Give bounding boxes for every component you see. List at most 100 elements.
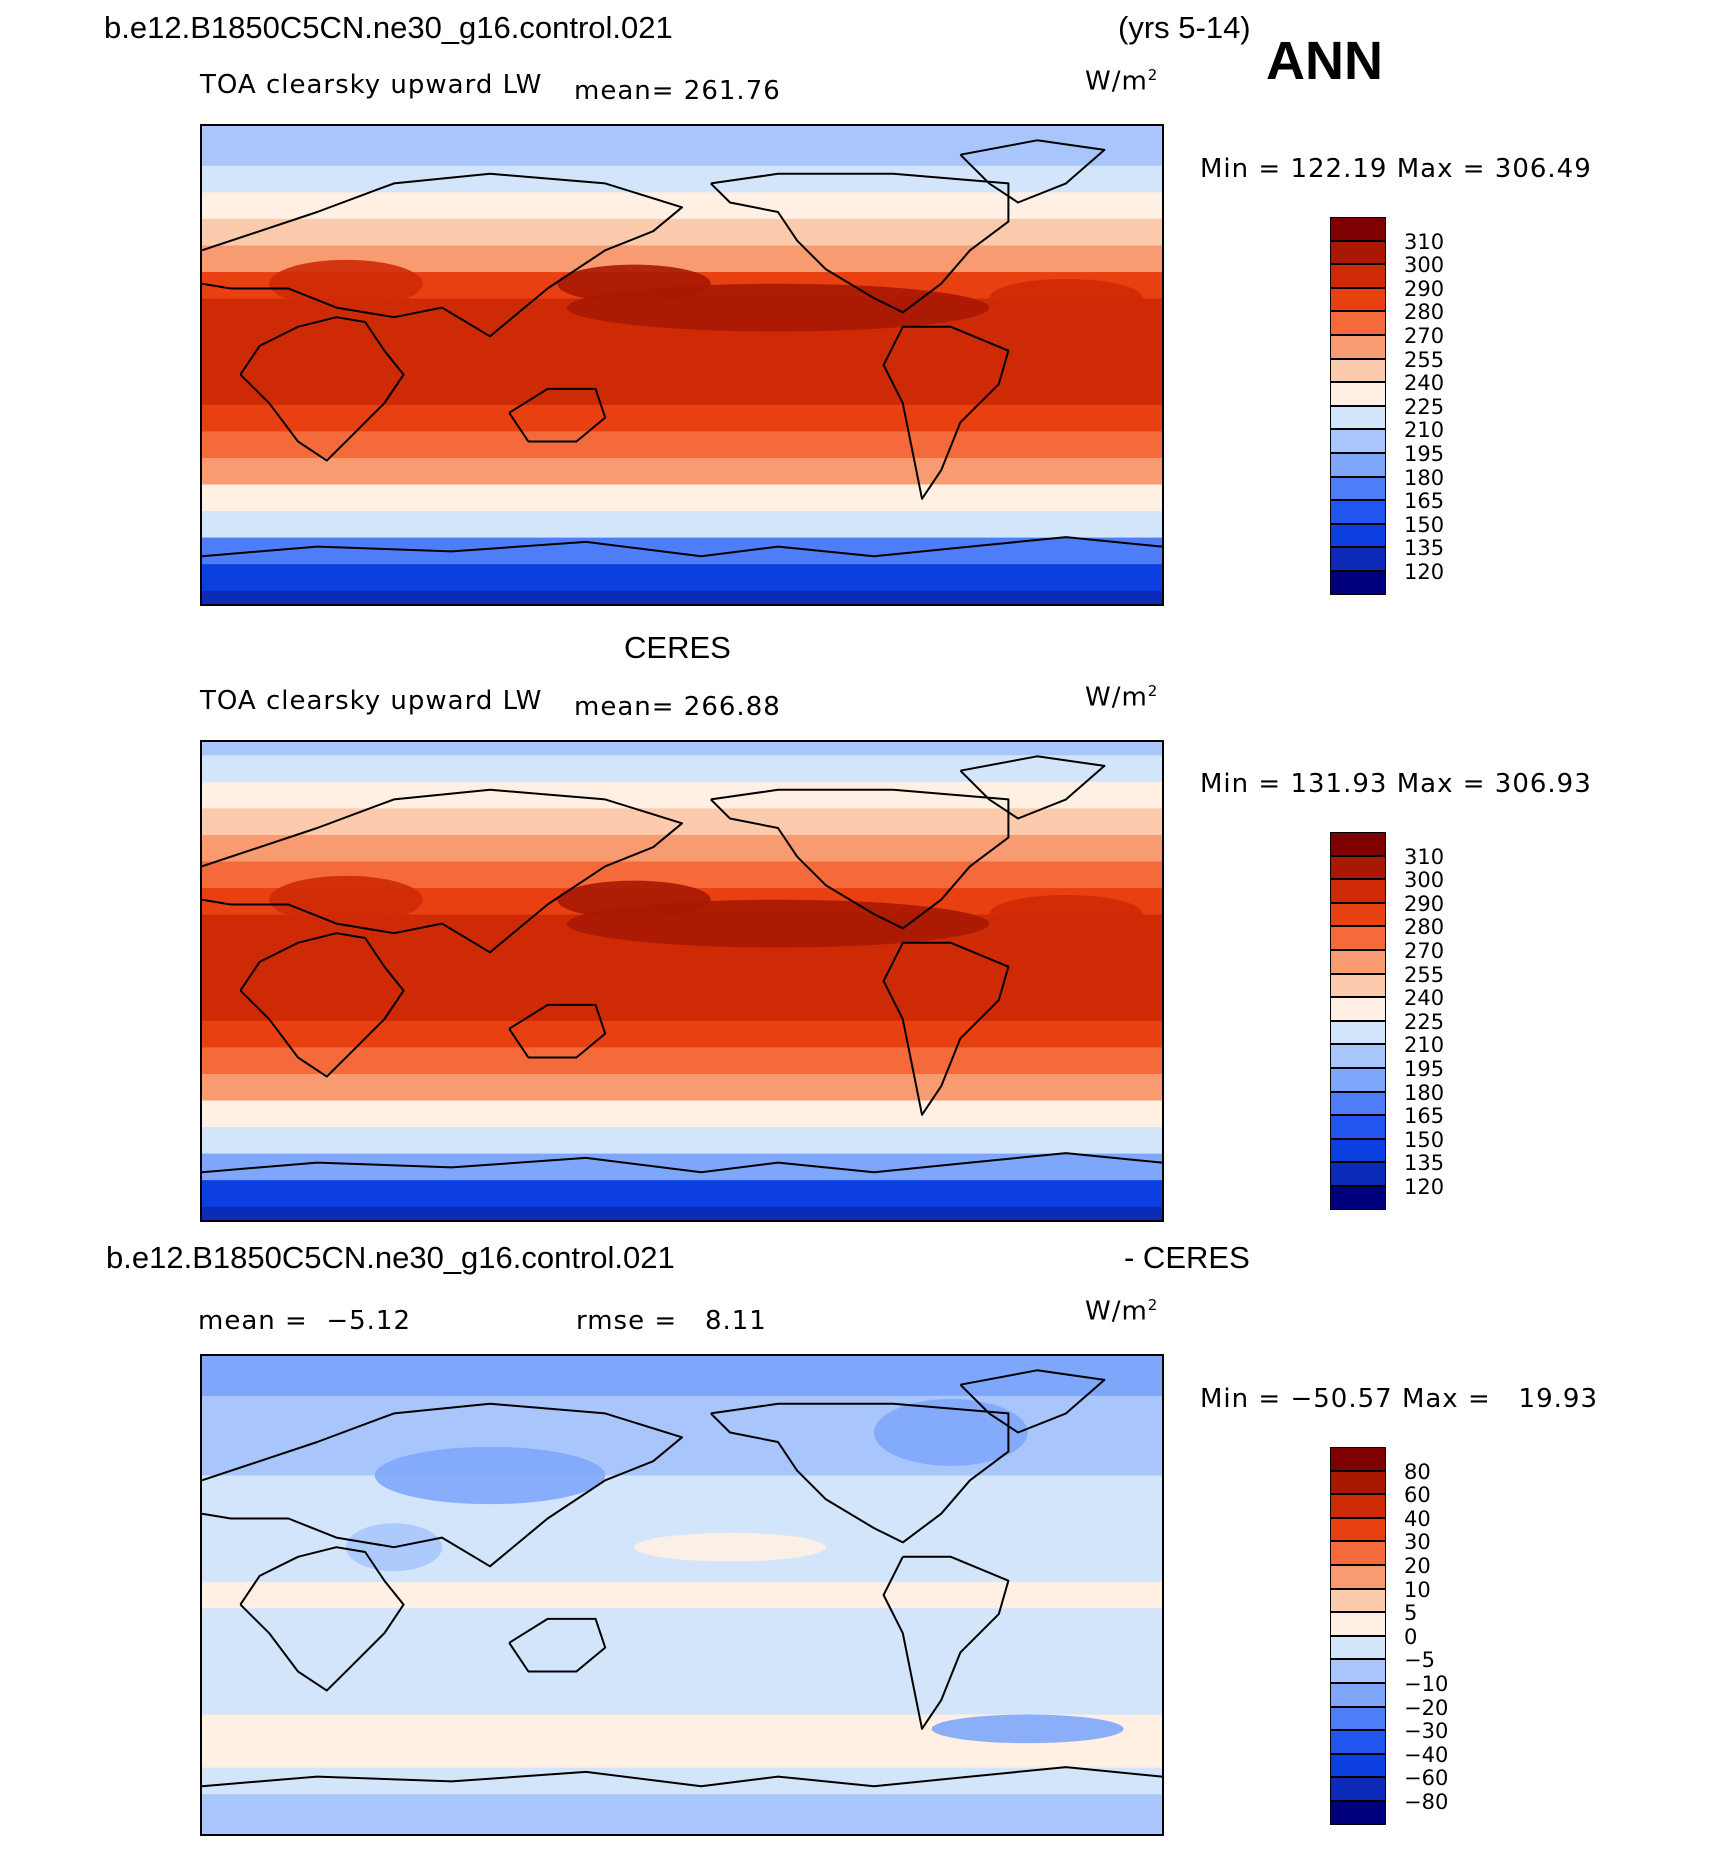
zonal-band bbox=[202, 1127, 1162, 1155]
colorbar-swatch bbox=[1330, 1447, 1386, 1471]
colorbar-tick-label: 150 bbox=[1404, 1127, 1445, 1152]
colorbar-tick-label: 40 bbox=[1404, 1506, 1431, 1531]
colorbar-swatch bbox=[1330, 1801, 1386, 1825]
contour-region bbox=[269, 259, 423, 308]
panel1-colorbar: 120 135 150 165 180 195 210 225 240 255 270 280 290 3… bbox=[1330, 217, 1444, 595]
colorbar-tick-label: −60 bbox=[1404, 1766, 1449, 1791]
colorbar-swatch bbox=[1330, 855, 1386, 880]
zonal-band bbox=[202, 941, 1162, 969]
colorbar-swatch bbox=[1330, 1777, 1386, 1801]
zonal-band bbox=[202, 1502, 1162, 1530]
colorbar-tick-label: 165 bbox=[1404, 489, 1445, 514]
zonal-band bbox=[202, 564, 1162, 592]
coastline bbox=[202, 536, 1162, 558]
colorbar-swatch bbox=[1330, 832, 1386, 856]
colorbar-tick-label: 300 bbox=[1404, 253, 1445, 278]
zonal-band bbox=[202, 1767, 1162, 1796]
panel3-title-left: b.e12.B1850C5CN.ne30_g16.control.021 bbox=[106, 1240, 675, 1275]
colorbar-tick-label: −5 bbox=[1404, 1648, 1435, 1673]
colorbar-swatch bbox=[1330, 382, 1386, 406]
zonal-band bbox=[202, 165, 1162, 194]
zonal-band bbox=[202, 967, 1162, 996]
zonal-band bbox=[202, 378, 1162, 406]
coastline bbox=[959, 139, 1106, 204]
coastline bbox=[239, 316, 405, 462]
colorbar-tick-label: 80 bbox=[1404, 1459, 1431, 1484]
colorbar-swatch bbox=[1330, 240, 1386, 265]
colorbar-tick-label: 195 bbox=[1404, 1057, 1445, 1081]
colorbar-tick-label: 240 bbox=[1404, 371, 1445, 396]
zonal-band bbox=[202, 431, 1162, 459]
colorbar-swatch bbox=[1330, 1068, 1386, 1092]
panel3-title-right: - CERES bbox=[1124, 1240, 1250, 1275]
colorbar-swatch bbox=[1330, 997, 1386, 1021]
zonal-band bbox=[202, 484, 1162, 513]
colorbar-tick-label: −10 bbox=[1404, 1672, 1449, 1696]
zonal-band bbox=[202, 192, 1162, 220]
colorbar-swatch bbox=[1330, 1091, 1386, 1116]
colorbar-swatch bbox=[1330, 1517, 1386, 1542]
zonal-band bbox=[202, 1100, 1162, 1129]
zonal-band bbox=[202, 1073, 1162, 1102]
zonal-band bbox=[202, 1206, 1162, 1220]
zonal-band bbox=[202, 325, 1162, 353]
colorbar-tick-label: 135 bbox=[1404, 536, 1445, 561]
colorbar-tick-label: 225 bbox=[1404, 394, 1445, 419]
colorbar-tick-label: 180 bbox=[1404, 465, 1445, 490]
colorbar-swatch bbox=[1330, 500, 1386, 524]
colorbar-swatch bbox=[1330, 1541, 1386, 1565]
colorbar-tick-label: 60 bbox=[1404, 1483, 1431, 1508]
years-label: (yrs 5-14) bbox=[1118, 10, 1251, 45]
panel1-units: W/m2 bbox=[1085, 66, 1159, 97]
panel1-variable: TOA clearsky upward LW bbox=[200, 70, 543, 100]
zonal-band bbox=[202, 1634, 1162, 1663]
contour-region bbox=[634, 1532, 826, 1562]
colorbar-swatch bbox=[1330, 1186, 1386, 1210]
coastline bbox=[202, 1152, 1162, 1174]
zonal-band bbox=[202, 834, 1162, 863]
coastline bbox=[882, 1555, 1010, 1730]
zonal-band bbox=[202, 1153, 1162, 1182]
panel3-mean: mean = −5.12 bbox=[198, 1306, 412, 1336]
colorbar-tick-label: 210 bbox=[1404, 1033, 1445, 1058]
panel1-mean: mean= 261.76 bbox=[574, 76, 781, 106]
zonal-band bbox=[202, 139, 1162, 167]
coastline bbox=[882, 941, 1010, 1116]
coastline bbox=[710, 1402, 1010, 1544]
zonal-band bbox=[202, 1369, 1162, 1397]
contour-region bbox=[989, 894, 1143, 934]
colorbar-tick-label: 180 bbox=[1404, 1080, 1445, 1105]
zonal-band bbox=[202, 1820, 1162, 1834]
zonal-band bbox=[202, 1661, 1162, 1689]
colorbar-swatch bbox=[1330, 1115, 1386, 1139]
panel3-units: W/m2 bbox=[1085, 1296, 1159, 1327]
colorbar-tick-label: 255 bbox=[1404, 347, 1445, 372]
coastline bbox=[710, 788, 1010, 930]
zonal-band bbox=[202, 1581, 1162, 1610]
coastline bbox=[202, 1402, 683, 1568]
colorbar-swatch bbox=[1330, 902, 1386, 927]
zonal-band bbox=[202, 351, 1162, 380]
colorbar-tick-label: 290 bbox=[1404, 891, 1445, 916]
colorbar-swatch bbox=[1330, 1138, 1386, 1163]
panel2-mean: mean= 266.88 bbox=[574, 692, 781, 722]
zonal-band bbox=[202, 1741, 1162, 1769]
colorbar-swatch bbox=[1330, 1730, 1386, 1754]
colorbar-swatch bbox=[1330, 453, 1386, 477]
contour-region bbox=[931, 1714, 1124, 1744]
colorbar-tick-label: 120 bbox=[1404, 560, 1445, 584]
model-case-title: b.e12.B1850C5CN.ne30_g16.control.021 bbox=[104, 10, 673, 45]
colorbar-swatch bbox=[1330, 1706, 1386, 1731]
colorbar-tick-label: 120 bbox=[1404, 1175, 1445, 1199]
zonal-band bbox=[202, 457, 1162, 486]
colorbar-swatch bbox=[1330, 1162, 1386, 1186]
colorbar-tick-label: 270 bbox=[1404, 324, 1445, 348]
zonal-band bbox=[202, 1687, 1162, 1716]
panel2-map bbox=[200, 740, 1164, 1222]
colorbar-swatch bbox=[1330, 476, 1386, 501]
zonal-band bbox=[202, 1047, 1162, 1075]
colorbar-swatch bbox=[1330, 950, 1386, 974]
colorbar-swatch bbox=[1330, 1565, 1386, 1589]
colorbar-tick-label: 210 bbox=[1404, 418, 1445, 443]
contour-region bbox=[374, 1446, 606, 1505]
